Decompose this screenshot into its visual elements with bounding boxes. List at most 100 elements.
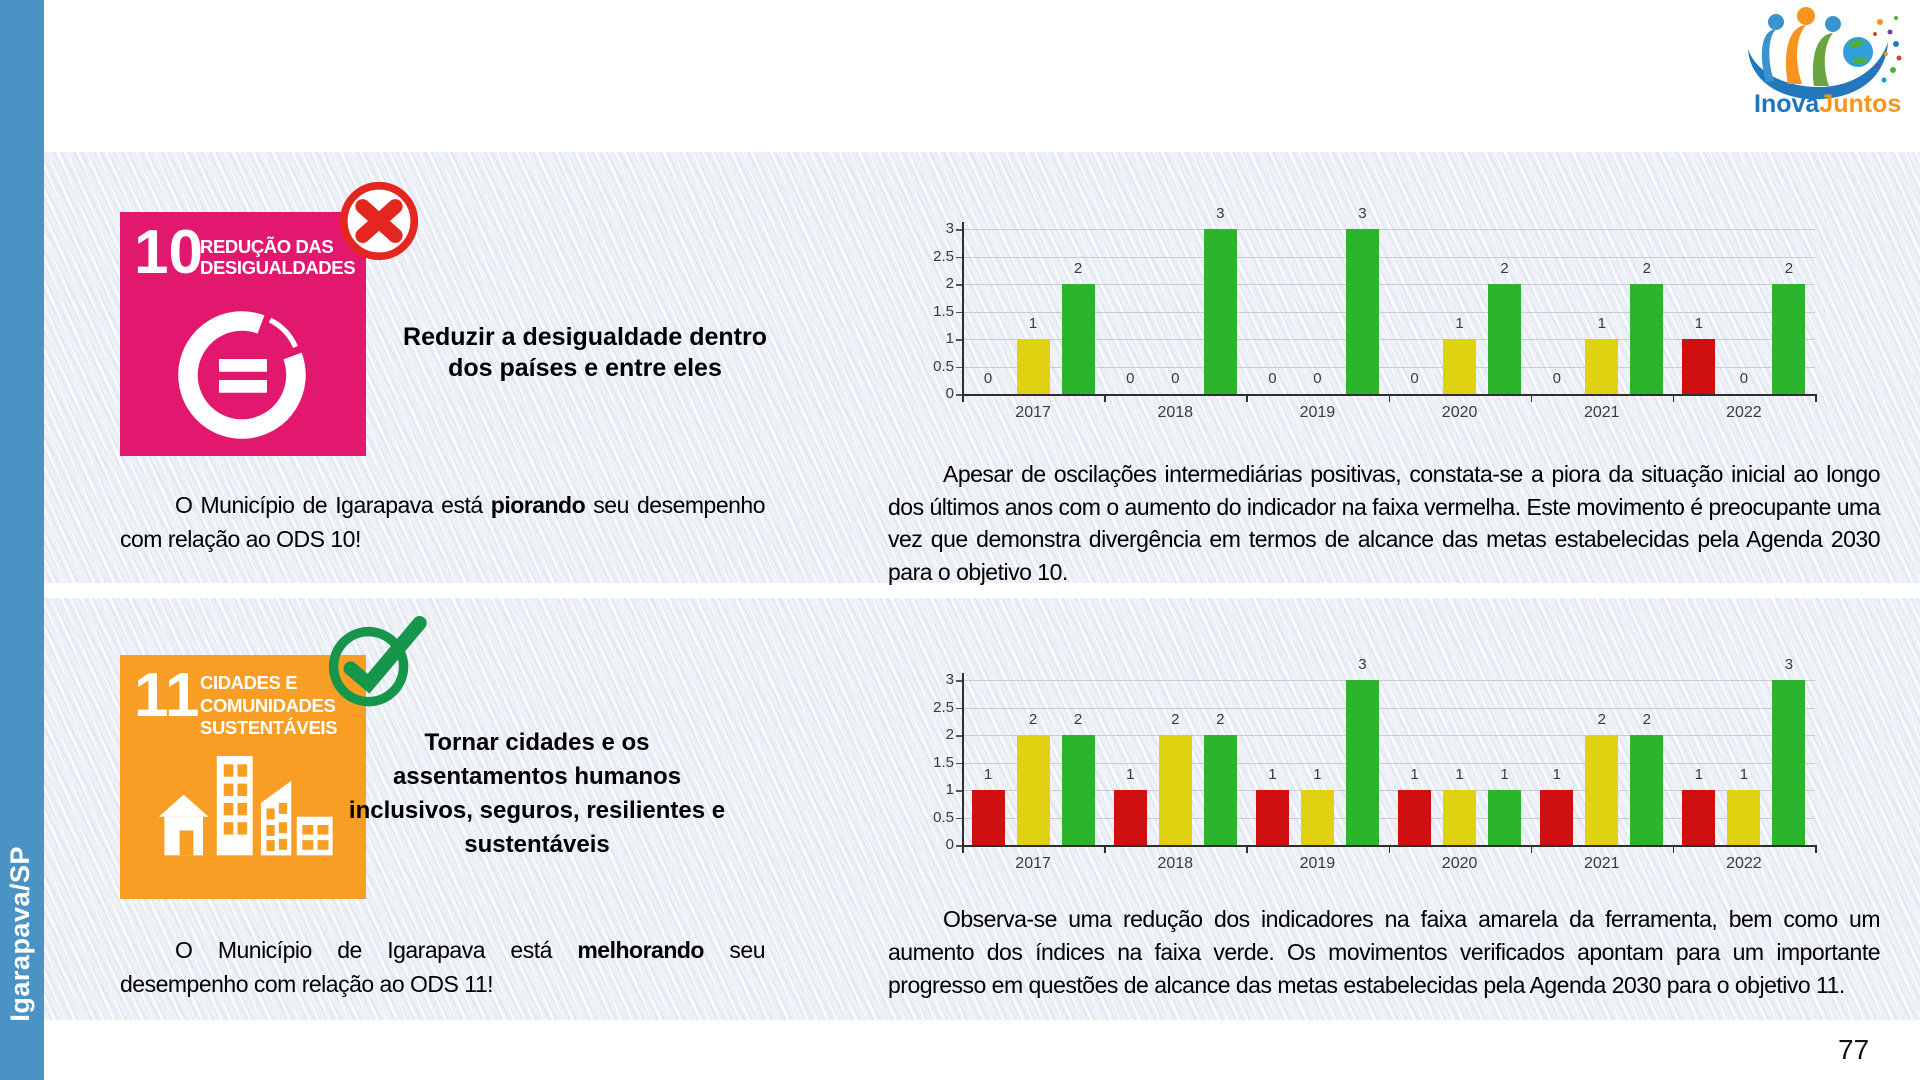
ods11-tile-title: CIDADES E COMUNIDADES SUSTENTÁVEIS	[200, 672, 338, 739]
gridline	[962, 366, 1815, 368]
bar-value-label: 3	[1784, 656, 1794, 673]
x-axis-tick	[1388, 845, 1390, 853]
bar-value-label: 0	[1313, 370, 1322, 387]
ods10-tile: 10 REDUÇÃO DAS DESIGUALDADES	[120, 212, 366, 456]
y-axis-label: 1.5	[933, 302, 954, 320]
ods10-tile-title: REDUÇÃO DAS DESIGUALDADES	[200, 236, 356, 279]
bar-value-label: 2	[1073, 711, 1083, 728]
bar-faixa-verde	[1061, 284, 1095, 394]
bar-faixa-verde	[1345, 229, 1379, 394]
bar-faixa-verde	[1488, 790, 1522, 845]
bar-faixa-verde	[1772, 680, 1806, 845]
y-axis-line	[962, 222, 964, 402]
y-axis-label: 0.5	[933, 808, 954, 826]
y-axis-tick	[956, 366, 962, 368]
x-axis-tick	[1246, 845, 1248, 853]
gridline	[962, 817, 1815, 819]
x-axis-category-label: 2020	[1441, 404, 1478, 421]
bar-value-label: 2	[1073, 260, 1083, 277]
bar-value-label: 1	[1694, 315, 1704, 332]
bar-faixa-amarela	[1300, 790, 1334, 845]
y-axis-label: 1.5	[933, 753, 954, 771]
y-axis-label: 2.5	[933, 247, 954, 265]
bar-faixa-vermelha	[971, 790, 1005, 845]
y-axis-tick	[956, 256, 962, 258]
x-axis-tick	[1530, 845, 1533, 853]
bar-value-label: 1	[1694, 766, 1704, 783]
bar-faixa-vermelha	[1682, 339, 1716, 394]
bar-value-label: 2	[1171, 711, 1180, 728]
ods10-analysis: Apesar de oscilações intermediárias posi…	[888, 461, 1881, 585]
x-axis-category-label: 2019	[1299, 855, 1336, 872]
y-axis-tick	[956, 394, 962, 396]
x-axis-tick	[1104, 845, 1106, 853]
y-axis-line	[962, 673, 964, 853]
x-axis-tick	[962, 394, 964, 402]
ods11-analysis: Observa-se uma redução dos indicadores n…	[888, 906, 1881, 998]
inovajuntos-logo: InovaJuntos	[1738, 4, 1908, 118]
y-axis-tick	[956, 790, 962, 792]
bar-value-label: 3	[1216, 205, 1225, 222]
gridline	[962, 256, 1815, 258]
bar-faixa-amarela	[1158, 735, 1192, 845]
x-axis-tick	[1672, 394, 1675, 402]
y-axis-label: 3	[945, 671, 954, 688]
x-axis-tick	[1104, 394, 1106, 402]
bar-faixa-verde	[1203, 229, 1237, 394]
y-axis-label: 2.5	[933, 698, 954, 716]
bar-value-label: 1	[983, 766, 993, 783]
municipality-label: Igarapava/SP	[5, 846, 35, 1022]
x-axis-tick	[1246, 394, 1248, 402]
inovajuntos-logo-graphic: InovaJuntos	[1748, 7, 1902, 118]
bar-value-label: 2	[1216, 711, 1225, 728]
y-axis-label: 0	[945, 385, 954, 402]
y-axis-tick	[956, 311, 962, 313]
x-axis-tick	[1530, 394, 1533, 402]
bar-value-label: 2	[1642, 711, 1651, 728]
bar-faixa-amarela	[1443, 339, 1477, 394]
bar-value-label: 0	[1739, 370, 1749, 387]
y-axis-tick	[956, 817, 962, 819]
bar-value-label: 0	[983, 370, 993, 387]
x-axis-category-label: 2020	[1441, 855, 1478, 872]
bar-value-label: 1	[1739, 766, 1749, 783]
x-axis-tick	[1815, 845, 1817, 853]
bar-faixa-vermelha	[1682, 790, 1716, 845]
x-axis-category-label: 2018	[1157, 855, 1194, 872]
x-axis-category-label: 2022	[1726, 404, 1762, 421]
y-axis-tick	[956, 339, 962, 341]
gridline	[962, 707, 1815, 709]
bar-value-label: 0	[1410, 370, 1419, 387]
ods10-summary: O Município de Igarapava está piorando s…	[120, 492, 766, 552]
bar-value-label: 1	[1410, 766, 1419, 783]
bar-faixa-amarela	[1585, 735, 1619, 845]
improving-check-icon	[326, 612, 430, 713]
bar-faixa-vermelha	[1113, 790, 1147, 845]
ods11-trend-word: melhorando	[577, 937, 704, 963]
gridline	[962, 284, 1815, 285]
y-axis-label: 2	[945, 275, 954, 292]
worsening-cross-icon	[336, 178, 422, 269]
x-axis-category-label: 2018	[1157, 404, 1194, 421]
city-buildings-icon	[158, 756, 333, 856]
bar-faixa-verde	[1772, 284, 1806, 394]
y-axis-tick	[956, 680, 962, 682]
gridline	[962, 311, 1815, 313]
ods11-tile: 11 CIDADES E COMUNIDADES SUSTENTÁVEIS	[120, 655, 366, 899]
page-number: 77	[1838, 1034, 1870, 1065]
bar-value-label: 2	[1784, 260, 1794, 277]
bar-value-label: 0	[1126, 370, 1135, 387]
bar-value-label: 3	[1358, 205, 1367, 222]
logo-text-juntos: Juntos	[1819, 90, 1901, 116]
y-axis-tick	[956, 284, 962, 286]
bar-value-label: 0	[1268, 370, 1277, 387]
ods11-chart: 0 0.5 1 1.5 2 2.5 3 2017 2018 2019 2020 2021 2022 1 1 1…	[900, 651, 1840, 891]
bar-faixa-vermelha	[1398, 790, 1432, 845]
logo-text-inova: Inova	[1754, 90, 1820, 116]
x-axis-tick	[1672, 845, 1675, 853]
bar-value-label: 1	[1126, 766, 1135, 783]
x-axis-category-label: 2021	[1583, 404, 1620, 421]
bar-value-label: 1	[1455, 766, 1464, 783]
bar-faixa-verde	[1630, 284, 1664, 394]
